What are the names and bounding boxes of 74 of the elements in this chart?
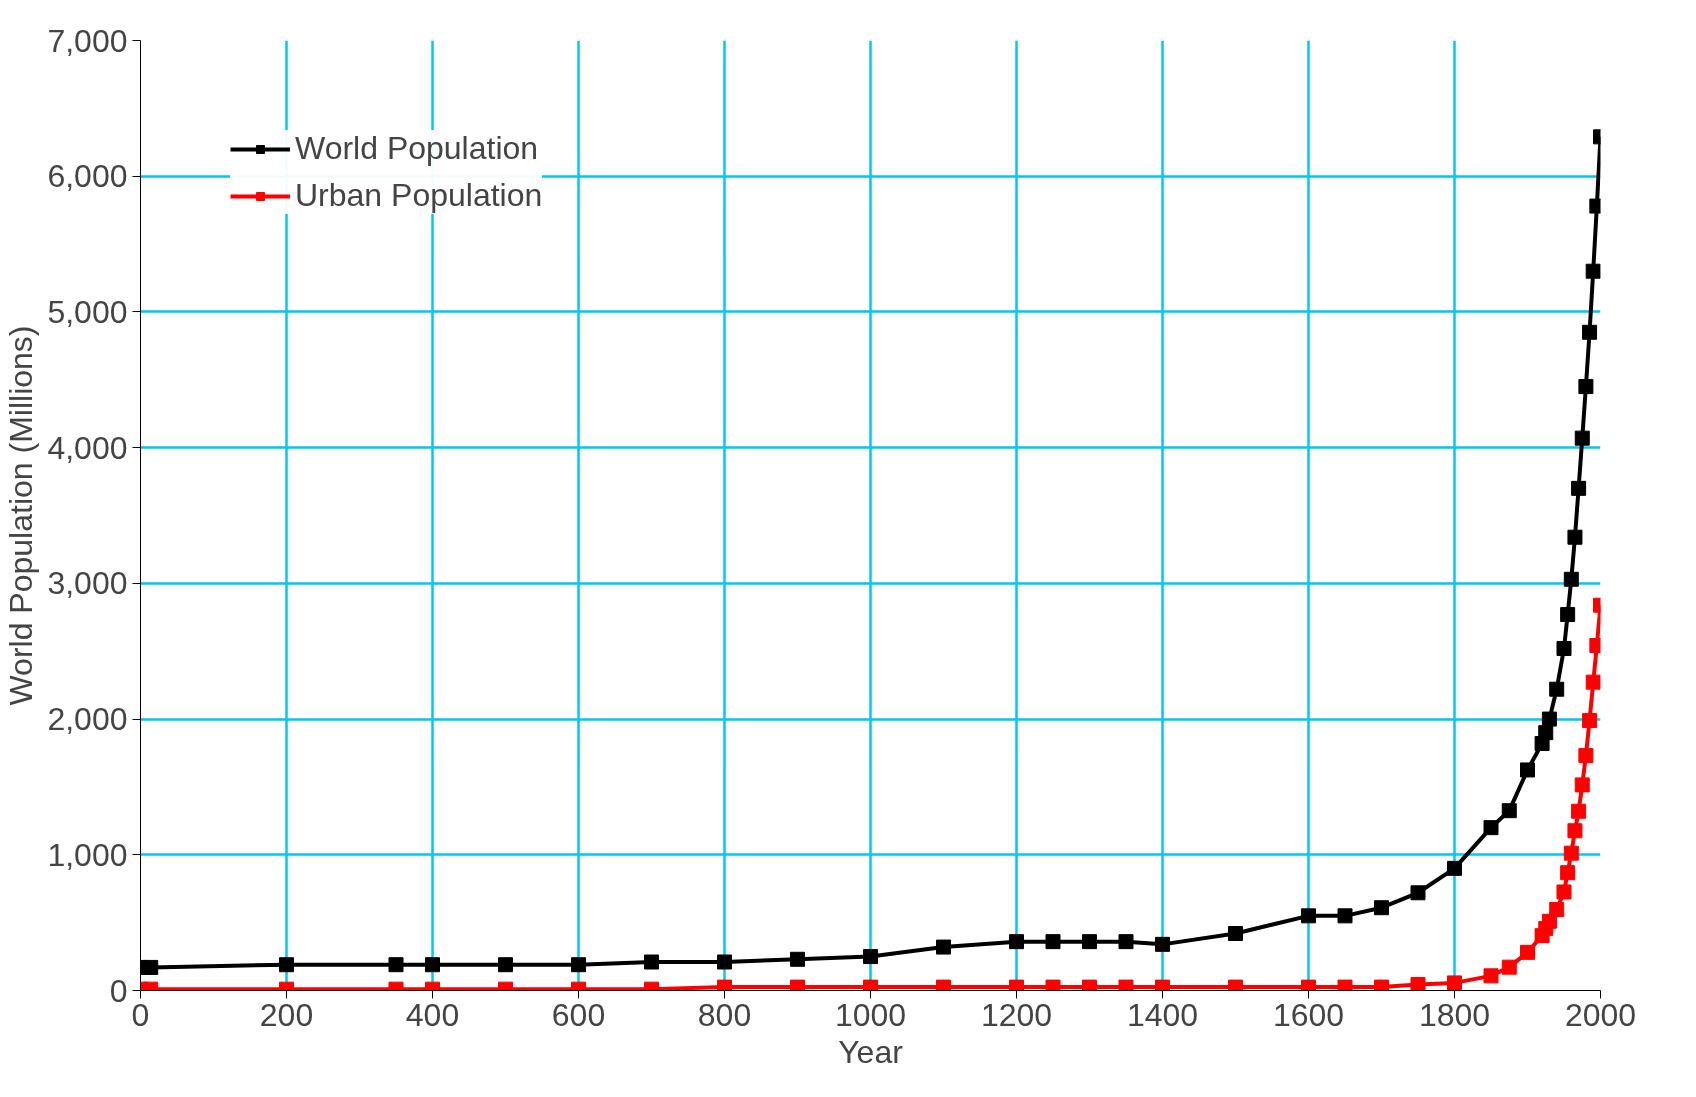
- point: [1574, 777, 1590, 793]
- point: [1567, 823, 1583, 839]
- x-tick-label: 600: [551, 996, 606, 1033]
- point: [1009, 934, 1024, 950]
- y-tick-label: 3,000: [47, 565, 128, 602]
- x-tick-label: 1000: [834, 996, 907, 1033]
- point: [1447, 860, 1462, 876]
- x-axis-title: Year: [838, 1033, 904, 1070]
- y-tick-label: 4,000: [47, 429, 128, 466]
- point: [1410, 977, 1426, 991]
- point: [1571, 803, 1587, 819]
- y-tick-label: 7,000: [47, 22, 128, 59]
- point: [1560, 865, 1576, 881]
- point: [1563, 845, 1579, 861]
- x-tick-label: 1400: [1126, 996, 1199, 1033]
- point: [1578, 379, 1594, 395]
- point: [717, 954, 732, 970]
- point: [1549, 681, 1565, 697]
- point: [1301, 908, 1316, 924]
- point: [1567, 529, 1583, 545]
- point: [1582, 324, 1598, 340]
- y-tick-label: 1,000: [47, 836, 128, 873]
- y-tick-label: 6,000: [47, 158, 128, 195]
- point: [1447, 975, 1462, 991]
- point: [388, 957, 404, 973]
- point: [1538, 725, 1554, 741]
- point: [1337, 908, 1353, 924]
- point: [863, 949, 878, 965]
- point: [1585, 263, 1601, 279]
- point: [1374, 900, 1389, 916]
- point: [1560, 607, 1576, 623]
- point: [1155, 936, 1170, 952]
- y-axis-title: World Population (Millions): [3, 325, 40, 706]
- point: [1563, 571, 1579, 587]
- point: [1556, 641, 1572, 656]
- x-tick-label: 400: [405, 996, 460, 1033]
- point: [571, 957, 586, 973]
- point: [1549, 901, 1565, 917]
- x-tick-label: 1800: [1418, 996, 1491, 1033]
- point: [1501, 803, 1517, 819]
- point: [1228, 926, 1243, 941]
- point: [1118, 934, 1134, 950]
- point: [1574, 430, 1590, 446]
- point: [936, 939, 951, 955]
- point: [1582, 713, 1598, 729]
- y-tick-label: 0: [109, 972, 128, 1009]
- point: [143, 959, 159, 975]
- point: [1520, 944, 1535, 960]
- point: [1541, 711, 1557, 727]
- point: [1483, 820, 1499, 836]
- point: [1082, 934, 1097, 950]
- legend-label: Urban Population: [295, 177, 543, 214]
- x-tick-label: 1600: [1272, 996, 1345, 1033]
- x-tick-label: 1200: [980, 996, 1053, 1033]
- point: [1585, 674, 1601, 690]
- x-tick-label: 2000: [1564, 996, 1637, 1033]
- point: [1501, 959, 1517, 975]
- point: [644, 954, 659, 970]
- point: [498, 957, 513, 973]
- point: [425, 957, 440, 973]
- point: [1578, 748, 1594, 764]
- point: [1410, 885, 1426, 901]
- point: [1520, 762, 1535, 778]
- legend-label: World Population: [295, 130, 539, 167]
- point: [1483, 968, 1499, 984]
- point: [1556, 884, 1572, 900]
- point: [790, 951, 805, 967]
- y-tick-label: 5,000: [47, 293, 128, 330]
- point: [1571, 480, 1587, 496]
- y-tick-label: 2,000: [47, 701, 128, 738]
- point: [1045, 934, 1061, 950]
- x-tick-label: 800: [697, 996, 752, 1033]
- x-tick-label: 200: [259, 996, 314, 1033]
- point: [279, 957, 294, 973]
